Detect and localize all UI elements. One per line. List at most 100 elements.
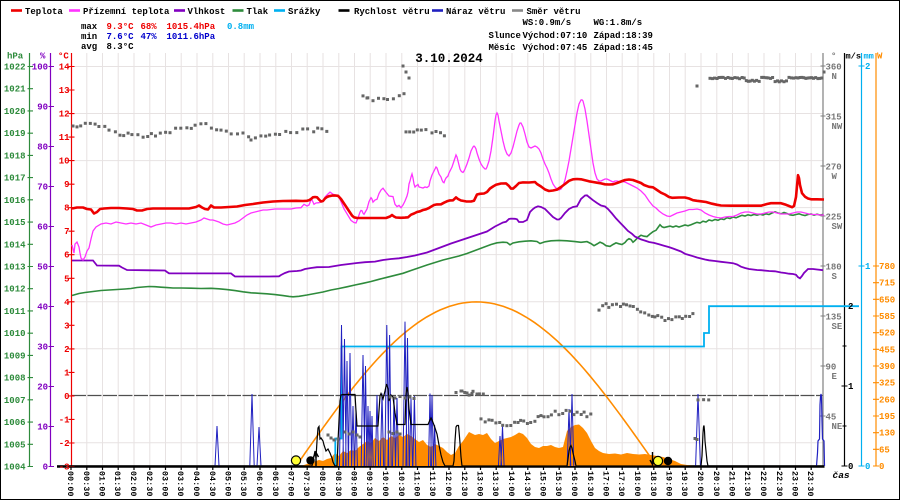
svg-text:14:30: 14:30: [522, 471, 531, 497]
svg-text:09:30: 09:30: [364, 471, 373, 497]
svg-text:65: 65: [879, 445, 890, 455]
svg-text:520: 520: [879, 329, 895, 339]
svg-text:W: W: [877, 52, 883, 62]
svg-text:avg: avg: [81, 42, 97, 52]
svg-text:min: min: [81, 32, 97, 42]
svg-text:02:00: 02:00: [128, 471, 137, 497]
svg-text:21:00: 21:00: [727, 471, 736, 497]
svg-text:Vlhkost: Vlhkost: [188, 7, 226, 17]
svg-text:06:00: 06:00: [254, 471, 263, 497]
svg-text:22:30: 22:30: [774, 471, 783, 497]
svg-text:0: 0: [848, 462, 853, 472]
svg-text:Východ:07:10: Východ:07:10: [523, 31, 588, 41]
svg-text:1015: 1015: [4, 218, 26, 228]
svg-text:08:00: 08:00: [317, 471, 326, 497]
svg-text:11:00: 11:00: [412, 471, 421, 497]
svg-text:135: 135: [826, 313, 842, 323]
svg-text:100: 100: [32, 63, 48, 73]
svg-text:1015.4hPa: 1015.4hPa: [167, 22, 216, 32]
svg-text:07:00: 07:00: [286, 471, 295, 497]
svg-text:11: 11: [59, 133, 70, 143]
svg-text:0: 0: [865, 462, 870, 472]
svg-text:1020: 1020: [4, 107, 26, 117]
svg-text:8: 8: [64, 204, 69, 214]
svg-text:90: 90: [826, 363, 837, 373]
svg-text:1016: 1016: [4, 196, 26, 206]
svg-text:1018: 1018: [4, 151, 26, 161]
svg-text:°C: °C: [58, 52, 69, 62]
svg-text:225: 225: [826, 213, 842, 223]
svg-text:1011.6hPa: 1011.6hPa: [167, 32, 216, 42]
svg-text:Směr větru: Směr větru: [527, 7, 581, 17]
svg-text:195: 195: [879, 412, 895, 422]
svg-text:315: 315: [826, 113, 842, 123]
svg-text:15:30: 15:30: [553, 471, 562, 497]
svg-text:Východ:07:45: Východ:07:45: [523, 43, 588, 53]
svg-text:12:00: 12:00: [443, 471, 452, 497]
svg-text:Slunce: Slunce: [489, 31, 521, 41]
svg-text:06:30: 06:30: [270, 471, 279, 497]
svg-text:3.10.2024: 3.10.2024: [415, 52, 483, 66]
svg-text:19:30: 19:30: [679, 471, 688, 497]
svg-text:05:00: 05:00: [223, 471, 232, 497]
svg-text:23:30: 23:30: [805, 471, 814, 497]
svg-text:1: 1: [865, 262, 871, 272]
svg-text:m/s: m/s: [846, 52, 861, 62]
svg-text:1014: 1014: [4, 240, 26, 250]
svg-text:0.8mm: 0.8mm: [227, 22, 255, 32]
svg-text:8.3°C: 8.3°C: [107, 42, 135, 52]
svg-text:-2: -2: [59, 439, 70, 449]
svg-text:mm: mm: [864, 52, 874, 62]
svg-text:E: E: [832, 372, 838, 382]
svg-text:20:30: 20:30: [711, 471, 720, 497]
svg-text:03:30: 03:30: [175, 471, 184, 497]
svg-text:20: 20: [37, 383, 48, 393]
svg-text:čas: čas: [833, 470, 850, 481]
svg-text:1010: 1010: [4, 329, 26, 339]
svg-text:1007: 1007: [4, 396, 26, 406]
svg-text:6: 6: [64, 251, 69, 261]
svg-text:05:30: 05:30: [238, 471, 247, 497]
svg-text:2: 2: [848, 302, 853, 312]
svg-text:03:00: 03:00: [160, 471, 169, 497]
svg-text:Náraz větru: Náraz větru: [446, 7, 505, 17]
svg-text:NW: NW: [832, 122, 843, 132]
svg-text:04:30: 04:30: [207, 471, 216, 497]
svg-text:1021: 1021: [4, 85, 26, 95]
svg-text:19:00: 19:00: [664, 471, 673, 497]
svg-text:Přízemní teplota: Přízemní teplota: [83, 7, 170, 17]
svg-text:11:30: 11:30: [427, 471, 436, 497]
svg-text:715: 715: [879, 279, 895, 289]
svg-text:130: 130: [879, 429, 895, 439]
svg-text:01:30: 01:30: [112, 471, 121, 497]
svg-text:9: 9: [64, 180, 69, 190]
svg-text:SE: SE: [832, 322, 843, 332]
svg-text:04:00: 04:00: [191, 471, 200, 497]
svg-text:18:30: 18:30: [648, 471, 657, 497]
svg-text:455: 455: [879, 345, 895, 355]
svg-text:Teplota: Teplota: [25, 7, 63, 17]
svg-text:07:30: 07:30: [301, 471, 310, 497]
svg-text:650: 650: [879, 295, 895, 305]
svg-text:1: 1: [848, 382, 854, 392]
svg-text:60: 60: [37, 223, 48, 233]
svg-text:09:00: 09:00: [349, 471, 358, 497]
svg-text:3: 3: [64, 321, 69, 331]
svg-text:80: 80: [37, 143, 48, 153]
svg-text:47%: 47%: [141, 32, 158, 42]
svg-text:180: 180: [826, 263, 842, 273]
svg-text:585: 585: [879, 312, 895, 322]
svg-text:20:00: 20:00: [695, 471, 704, 497]
svg-text:13: 13: [59, 86, 70, 96]
svg-text:270: 270: [826, 163, 842, 173]
svg-text:30: 30: [37, 343, 48, 353]
svg-text:WS:0.9m/s: WS:0.9m/s: [523, 18, 572, 28]
svg-text:01:00: 01:00: [97, 471, 106, 497]
svg-text:1005: 1005: [4, 440, 26, 450]
svg-text:780: 780: [879, 262, 895, 272]
svg-text:N: N: [832, 72, 837, 82]
svg-text:SW: SW: [832, 222, 843, 232]
svg-text:1013: 1013: [4, 263, 26, 273]
svg-text:14: 14: [59, 63, 70, 73]
svg-text:Srážky: Srážky: [288, 7, 321, 17]
